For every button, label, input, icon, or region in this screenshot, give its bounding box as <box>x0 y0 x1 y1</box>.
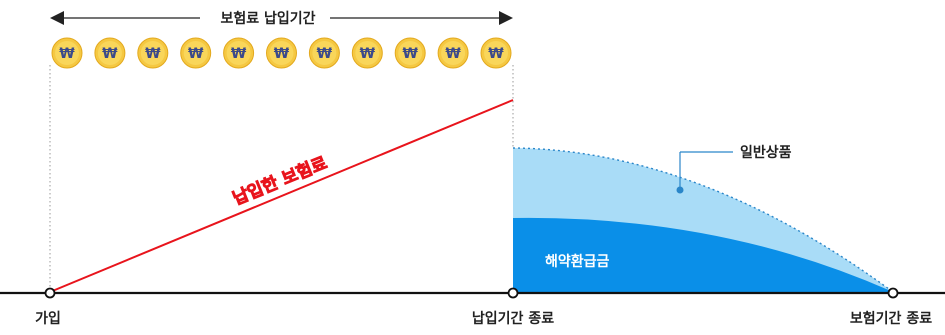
svg-text:₩: ₩ <box>231 46 247 62</box>
general-product-curve <box>512 147 894 293</box>
svg-text:₩: ₩ <box>102 46 118 62</box>
paid-premium-line <box>49 99 514 293</box>
coverage-end-marker <box>887 287 899 299</box>
coin-icon: ₩ <box>437 37 469 69</box>
svg-text:₩: ₩ <box>59 46 75 62</box>
surrender-value-label: 해약환급금 <box>545 253 610 270</box>
coins-row: ₩ ₩ ₩ ₩ ₩ ₩ ₩ ₩ ₩ ₩ ₩ <box>51 37 512 69</box>
coin-icon: ₩ <box>308 37 340 69</box>
coin-icon: ₩ <box>94 37 126 69</box>
general-product-label: 일반상품 <box>740 144 792 161</box>
payment-end-label: 납입기간 종료 <box>472 310 554 327</box>
svg-text:₩: ₩ <box>445 46 461 62</box>
payment-end-marker <box>507 287 519 299</box>
coin-icon: ₩ <box>223 37 255 69</box>
svg-text:₩: ₩ <box>274 46 290 62</box>
arrow-right-icon <box>499 11 513 25</box>
svg-text:₩: ₩ <box>188 46 204 62</box>
svg-text:₩: ₩ <box>488 46 504 62</box>
coin-icon: ₩ <box>51 37 83 69</box>
leader-dot <box>676 186 684 194</box>
svg-text:₩: ₩ <box>402 46 418 62</box>
coin-icon: ₩ <box>137 37 169 69</box>
arrow-left-icon <box>50 11 64 25</box>
coin-icon: ₩ <box>180 37 212 69</box>
svg-text:₩: ₩ <box>145 46 161 62</box>
coverage-end-label: 보험기간 종료 <box>850 310 932 327</box>
coin-icon: ₩ <box>266 37 297 69</box>
join-marker <box>44 287 56 299</box>
paid-premium-label: 납입한 보험료 <box>230 152 331 209</box>
coin-icon: ₩ <box>394 37 426 69</box>
svg-text:₩: ₩ <box>360 46 376 62</box>
payment-period-label: 보험료 납입기간 <box>220 10 315 27</box>
surrender-value-area <box>513 217 893 292</box>
coin-icon: ₩ <box>351 37 383 69</box>
join-label: 가입 <box>35 311 61 327</box>
coin-icon: ₩ <box>480 37 512 69</box>
svg-text:₩: ₩ <box>317 46 333 62</box>
